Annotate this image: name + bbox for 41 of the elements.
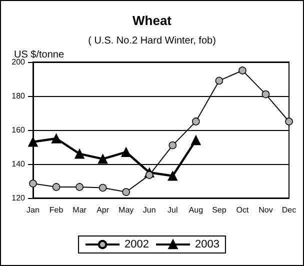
x-tick-label: Oct (236, 206, 250, 214)
x-tick-label: Jun (142, 206, 156, 214)
point (122, 188, 130, 196)
x-tick-label: Nov (258, 206, 273, 214)
point (98, 184, 107, 192)
point (98, 154, 108, 164)
x-tick-label: Jul (168, 206, 178, 214)
point (51, 134, 62, 144)
point (52, 183, 60, 191)
x-tick-label: Jan (26, 206, 40, 214)
x-tick-label: Apr (96, 206, 110, 214)
y-tick-label: 120 (12, 194, 26, 202)
y-axis-title: US $/tonne (14, 50, 64, 60)
y-tick-label: 200 (12, 58, 26, 66)
point (145, 171, 154, 179)
point (74, 148, 84, 159)
point (262, 90, 270, 98)
y-tick-label: 180 (12, 92, 26, 100)
point (191, 135, 201, 146)
point (215, 76, 224, 85)
point (285, 118, 293, 126)
point (76, 183, 84, 191)
chart-title: Wheat (132, 13, 172, 28)
point (168, 141, 177, 150)
point (121, 147, 131, 157)
point (168, 171, 178, 181)
chart-subtitle: ( U.S. No.2 Hard Winter, fob) (88, 36, 216, 46)
point (238, 66, 246, 74)
point (192, 118, 200, 126)
point (29, 180, 37, 188)
legend-label: 2003 (195, 238, 220, 250)
x-tick-label: May (118, 206, 134, 214)
x-tick-label: Mar (72, 206, 87, 214)
legend-label: 2002 (124, 238, 150, 250)
x-tick-label: Dec (282, 206, 296, 214)
y-tick-label: 160 (12, 126, 26, 134)
point (28, 137, 38, 147)
x-tick-label: Aug (188, 206, 204, 214)
x-tick-label: Sep (212, 206, 227, 214)
x-tick-label: Feb (49, 206, 64, 214)
y-tick-label: 140 (12, 160, 26, 168)
